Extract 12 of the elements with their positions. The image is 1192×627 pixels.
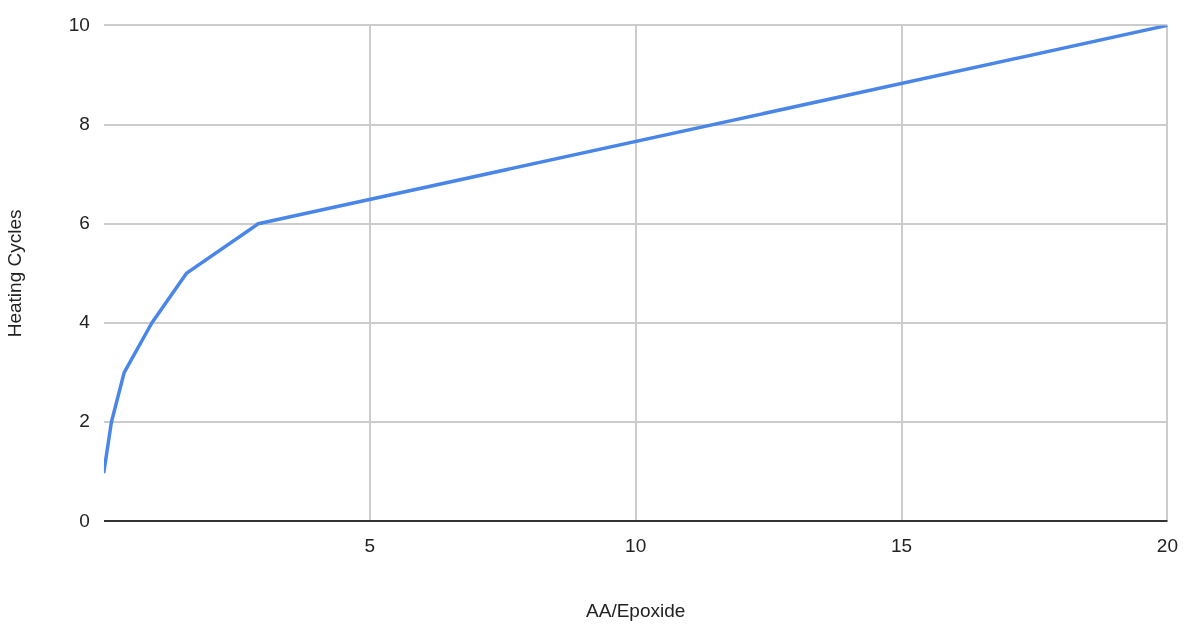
y-tick-label: 2 (79, 410, 90, 432)
y-tick-label: 6 (79, 212, 90, 234)
y-tick-label: 0 (79, 509, 90, 531)
y-axis-title: Heating Cycles (3, 209, 25, 338)
y-tick-label: 4 (79, 311, 91, 333)
x-axis-title: AA/Epoxide (586, 599, 686, 621)
y-tick-label: 8 (79, 112, 90, 134)
x-tick-label: 5 (364, 535, 376, 557)
x-tick-label: 10 (625, 535, 647, 557)
y-tick-label: 10 (68, 13, 90, 35)
x-tick-label: 20 (1156, 535, 1178, 557)
x-tick-label: 15 (890, 535, 913, 557)
